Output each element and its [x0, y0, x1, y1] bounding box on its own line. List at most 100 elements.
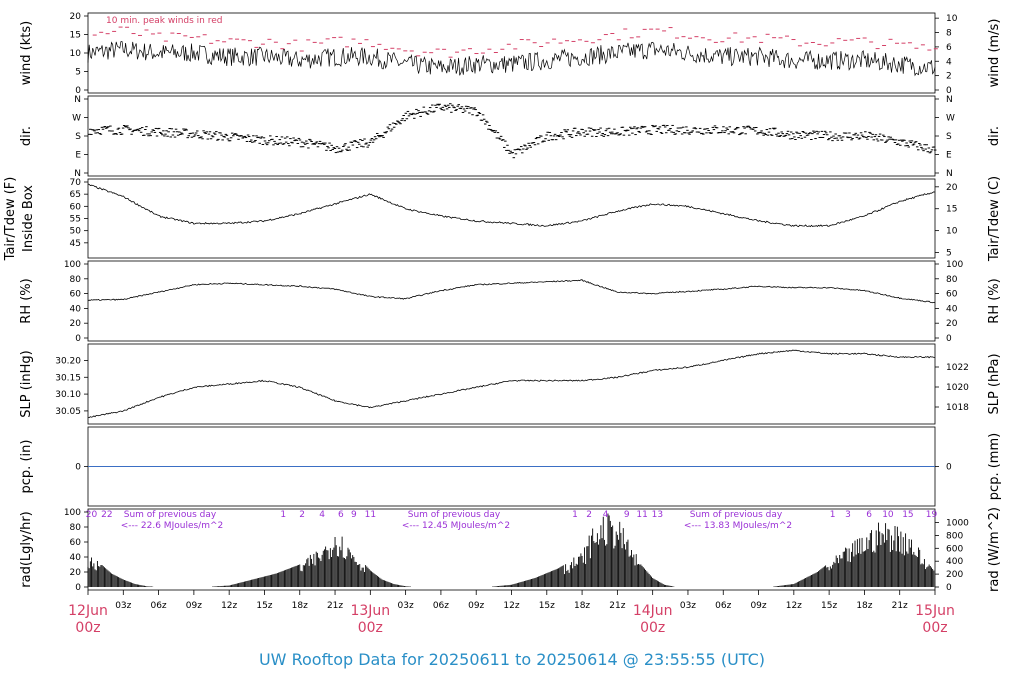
y-tick-label: 15 [70, 31, 81, 41]
y-tick-label: 70 [70, 178, 82, 188]
y-tick-label: 30.10 [55, 390, 81, 400]
hour-mark: 9 [351, 510, 357, 520]
hour-mark: 4 [603, 510, 609, 520]
y-tick-label: 0 [75, 334, 81, 344]
hour-mark: 9 [624, 510, 630, 520]
date-hour-label: 00z [358, 620, 383, 636]
y-tick-label-right: S [946, 132, 952, 142]
x-tick-label: 18z [574, 601, 590, 611]
y-tick-label: 0 [75, 583, 81, 593]
y-tick-label-right: 4 [946, 57, 952, 67]
y-tick-label-right: 0 [946, 334, 952, 344]
y-axis-label: SLP (inHg) [19, 350, 34, 418]
y-axis-label: Tair/Tdew (F) [3, 177, 18, 262]
y-tick-label-right: N [946, 169, 953, 179]
y-axis-label-right: rad (W/m^2) [987, 507, 1002, 592]
y-tick-label-right: 2 [946, 72, 952, 82]
y-tick-label: 30.20 [55, 356, 81, 366]
hour-mark: 6 [338, 510, 344, 520]
hour-mark: 1 [280, 510, 286, 520]
humidity-series [87, 279, 936, 304]
y-tick-label-right: E [946, 151, 952, 161]
y-tick-label: 5 [75, 68, 81, 78]
x-tick-label: 06z [433, 601, 449, 611]
y-tick-label: 50 [70, 227, 82, 237]
date-hour-label: 00z [640, 620, 665, 636]
x-tick-label: 21z [327, 601, 343, 611]
date-label: 13Jun [350, 603, 390, 619]
hour-mark: 3 [845, 510, 851, 520]
y-tick-label-right: 1020 [946, 383, 969, 393]
daily-sum-value: <--- 22.6 MJoules/m^2 [121, 521, 223, 531]
y-tick-label: 60 [70, 290, 82, 300]
date-label: 14Jun [633, 603, 673, 619]
hour-mark: 20 [86, 510, 98, 520]
x-tick-label: 18z [292, 601, 308, 611]
y-axis-label-right: dir. [987, 126, 1002, 146]
panel-rad: 02040608010002004006008001000rad(Lgly/hr… [19, 507, 1002, 593]
peak-wind-series [92, 26, 938, 58]
y-tick-label: 65 [70, 190, 81, 200]
panel-frame [87, 178, 936, 259]
y-tick-label-right: 1000 [946, 519, 969, 529]
x-tick-label: 21z [892, 601, 908, 611]
x-tick-label: 06z [715, 601, 731, 611]
y-axis-label-right: pcp. (mm) [987, 433, 1002, 500]
y-tick-label-right: 400 [946, 557, 963, 567]
y-tick-label: W [72, 114, 81, 124]
y-tick-label-right: 15 [946, 205, 957, 215]
x-tick-label: 09z [186, 601, 202, 611]
x-tick-label: 18z [856, 601, 872, 611]
y-tick-label: 0 [75, 86, 81, 96]
hour-mark: 11 [365, 510, 376, 520]
x-tick-label: 15z [539, 601, 555, 611]
panel-rh: 0 20 40 60 80 100 0 20 40 60 80 100 RH (%) RH (%) [19, 260, 1002, 344]
y-tick-label-right: 10 [946, 227, 958, 237]
y-tick-label: 40 [70, 553, 82, 563]
y-tick-label-right: 100 [946, 260, 963, 270]
x-tick-label: 21z [609, 601, 625, 611]
pressure-series [87, 349, 935, 419]
y-axis-label: pcp. (in) [19, 440, 34, 494]
hour-mark: 6 [866, 510, 872, 520]
y-tick-label-right: 0 [946, 583, 952, 593]
date-label: 12Jun [68, 603, 108, 619]
hour-mark: 2 [586, 510, 592, 520]
panel-frame [87, 95, 936, 177]
y-tick-label: 60 [70, 202, 82, 212]
hour-mark: 1 [572, 510, 578, 520]
panel-temp: 45 50 55 60 65 70 5 10 15 20 Tair/Tdew (F) Inside B… [3, 176, 1002, 262]
y-tick-label: 80 [70, 275, 82, 285]
y-axis-label-2: Inside Box [21, 185, 36, 252]
temperature-series [87, 183, 936, 228]
x-tick-label: 15z [821, 601, 837, 611]
y-tick-label: E [75, 151, 81, 161]
y-tick-label: 45 [70, 239, 81, 249]
panel-slp: 30.05 30.10 30.15 30.20 1018 1020 1022 SLP (inH… [19, 343, 1002, 425]
x-tick-label: 09z [468, 601, 484, 611]
y-tick-label-right: 200 [946, 570, 963, 580]
x-tick-label: 12z [786, 601, 802, 611]
y-tick-label-right: 20 [946, 183, 958, 193]
y-axis-label: dir. [19, 126, 34, 146]
daily-sum-label: Sum of previous day [124, 510, 217, 520]
wind-series [87, 41, 936, 77]
y-tick-label-right: 10 [946, 14, 958, 24]
panel-frame [87, 343, 936, 425]
y-tick-label-right: 1018 [946, 403, 969, 413]
y-tick-label-right: 600 [946, 544, 963, 554]
x-tick-label: 12z [221, 601, 237, 611]
y-tick-label: 100 [64, 508, 81, 518]
y-axis-label-right: Tair/Tdew (C) [987, 176, 1002, 262]
date-label: 15Jun [915, 603, 955, 619]
hour-mark: 11 [636, 510, 647, 520]
peak-wind-note: 10 min. peak winds in red [106, 16, 223, 26]
y-tick-label-right: 5 [946, 249, 952, 259]
y-tick-label: 20 [70, 568, 82, 578]
hour-mark: 2 [299, 510, 305, 520]
y-axis-label: RH (%) [19, 278, 34, 323]
y-tick-label-right: 20 [946, 319, 958, 329]
x-tick-label: 09z [750, 601, 766, 611]
x-tick-label: 15z [256, 601, 272, 611]
